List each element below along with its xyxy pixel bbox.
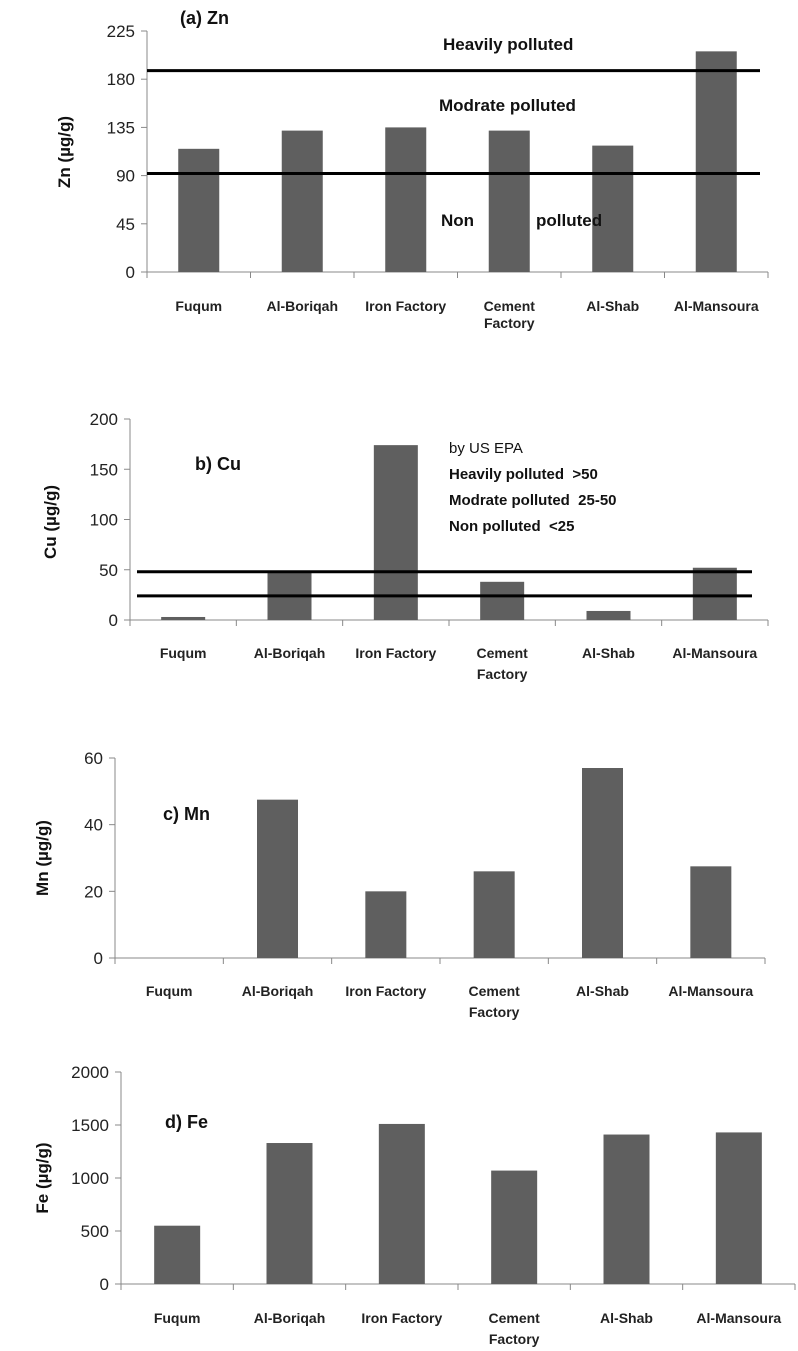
y-tick-label: 2000: [71, 1063, 109, 1082]
bar-iron-factory: [385, 127, 427, 273]
category-label-al-boriqah: Al-Boriqah: [242, 983, 314, 999]
category-label-al-boriqah: Al-Boriqah: [254, 1310, 326, 1326]
bar-al-boriqah: [281, 130, 323, 272]
category-label-fuqum: Fuqum: [175, 298, 222, 314]
y-tick-label: 0: [126, 263, 135, 282]
annotation-1: Heavily polluted >50: [449, 466, 598, 483]
y-tick-label: 500: [81, 1222, 109, 1241]
bar-iron-factory: [378, 1123, 425, 1284]
panel-title: c) Mn: [163, 804, 210, 824]
panel-title: b) Cu: [195, 454, 241, 474]
y-tick-label: 225: [107, 22, 135, 41]
bar-fuqum: [161, 616, 206, 620]
panel-title: (a) Zn: [180, 8, 229, 28]
y-tick-label: 20: [84, 882, 103, 901]
category-label-fuqum: Fuqum: [160, 645, 207, 661]
bar-cement-factory: [491, 1170, 538, 1284]
category-label-iron-factory: Iron Factory: [345, 983, 426, 999]
bar-cement-factory: [480, 581, 525, 620]
category-label-iron-factory: Iron Factory: [365, 298, 446, 314]
category-label-al-mansoura: Al-Mansoura: [674, 298, 759, 314]
bar-al-shab: [603, 1134, 650, 1284]
bar-cement-factory: [488, 130, 530, 272]
y-tick-label: 1500: [71, 1116, 109, 1135]
category-label-cement-factory: Cement Factory: [476, 645, 528, 682]
annotation-2: Non: [441, 211, 474, 230]
fe-chart: 0 500 1000 1500 2000 Fuqum Al-Boriqah Iron Fact…: [33, 1063, 796, 1347]
category-label-al-shab: Al-Shab: [582, 645, 635, 661]
category-label-fuqum: Fuqum: [146, 983, 193, 999]
y-tick-label: 150: [90, 460, 118, 479]
category-label-al-boriqah: Al-Boriqah: [266, 298, 338, 314]
category-label-iron-factory: Iron Factory: [355, 645, 436, 661]
category-label-al-shab: Al-Shab: [586, 298, 639, 314]
annotation-0: Heavily polluted: [443, 35, 573, 54]
y-tick-label: 40: [84, 816, 103, 835]
annotation-2: Modrate polluted 25-50: [449, 492, 617, 509]
bar-al-boriqah: [266, 1143, 313, 1284]
annotation-1: Modrate polluted: [439, 96, 576, 115]
bar-fuqum: [178, 148, 220, 272]
cu-chart: 0 50 100 150 200 Fuqum Al-Boriqah Iron Factory C…: [41, 410, 769, 682]
y-tick-label: 0: [109, 611, 118, 630]
bar-cement-factory: [473, 871, 515, 958]
category-label-cement-factory: Cement Factory: [468, 983, 520, 1020]
y-tick-label: 180: [107, 70, 135, 89]
y-tick-label: 60: [84, 749, 103, 768]
annotation-3: polluted: [536, 211, 602, 230]
bar-al-mansoura: [692, 567, 737, 620]
bar-iron-factory: [373, 445, 418, 620]
annotation-3: Non polluted <25: [449, 518, 574, 535]
category-label-fuqum: Fuqum: [154, 1310, 201, 1326]
bar-al-shab: [592, 145, 634, 272]
bar-al-shab: [586, 610, 631, 620]
bar-al-shab: [582, 768, 623, 958]
y-tick-label: 45: [116, 215, 135, 234]
mn-chart: 0 20 40 60 Fuqum Al-Boriqah Iron Factory Cement…: [33, 749, 766, 1020]
annotation-0: by US EPA: [449, 440, 523, 457]
category-label-al-boriqah: Al-Boriqah: [254, 645, 326, 661]
bar-al-boriqah: [257, 799, 298, 958]
y-tick-label: 1000: [71, 1169, 109, 1188]
category-label-al-mansoura: Al-Mansoura: [696, 1310, 781, 1326]
category-label-cement-factory: Cement Factory: [488, 1310, 540, 1347]
bar-fuqum: [154, 1225, 201, 1284]
y-tick-label: 0: [100, 1275, 109, 1294]
bar-al-mansoura: [715, 1132, 762, 1284]
bar-al-mansoura: [695, 51, 737, 273]
category-label-al-mansoura: Al-Mansoura: [668, 983, 753, 999]
zn-chart: 0 45 90 135 180 225 Fuqum Al-Boriqah Iron Factor…: [55, 8, 769, 331]
y-tick-label: 0: [94, 949, 103, 968]
y-tick-label: 135: [107, 118, 135, 137]
y-axis-label: Mn (µg/g): [33, 820, 52, 896]
bar-iron-factory: [365, 891, 407, 958]
y-axis-label: Cu (µg/g): [41, 485, 60, 559]
category-label-al-mansoura: Al-Mansoura: [672, 645, 757, 661]
category-label-cement-factory: Cement Factory: [484, 298, 536, 331]
y-axis-label: Zn (µg/g): [55, 116, 74, 188]
bar-al-mansoura: [690, 866, 732, 958]
category-label-iron-factory: Iron Factory: [361, 1310, 442, 1326]
panel-title: d) Fe: [165, 1112, 208, 1132]
category-label-al-shab: Al-Shab: [600, 1310, 653, 1326]
y-tick-label: 200: [90, 410, 118, 429]
y-tick-label: 50: [99, 561, 118, 580]
y-tick-label: 90: [116, 167, 135, 186]
category-label-al-shab: Al-Shab: [576, 983, 629, 999]
y-tick-label: 100: [90, 511, 118, 530]
y-axis-label: Fe (µg/g): [33, 1142, 52, 1213]
